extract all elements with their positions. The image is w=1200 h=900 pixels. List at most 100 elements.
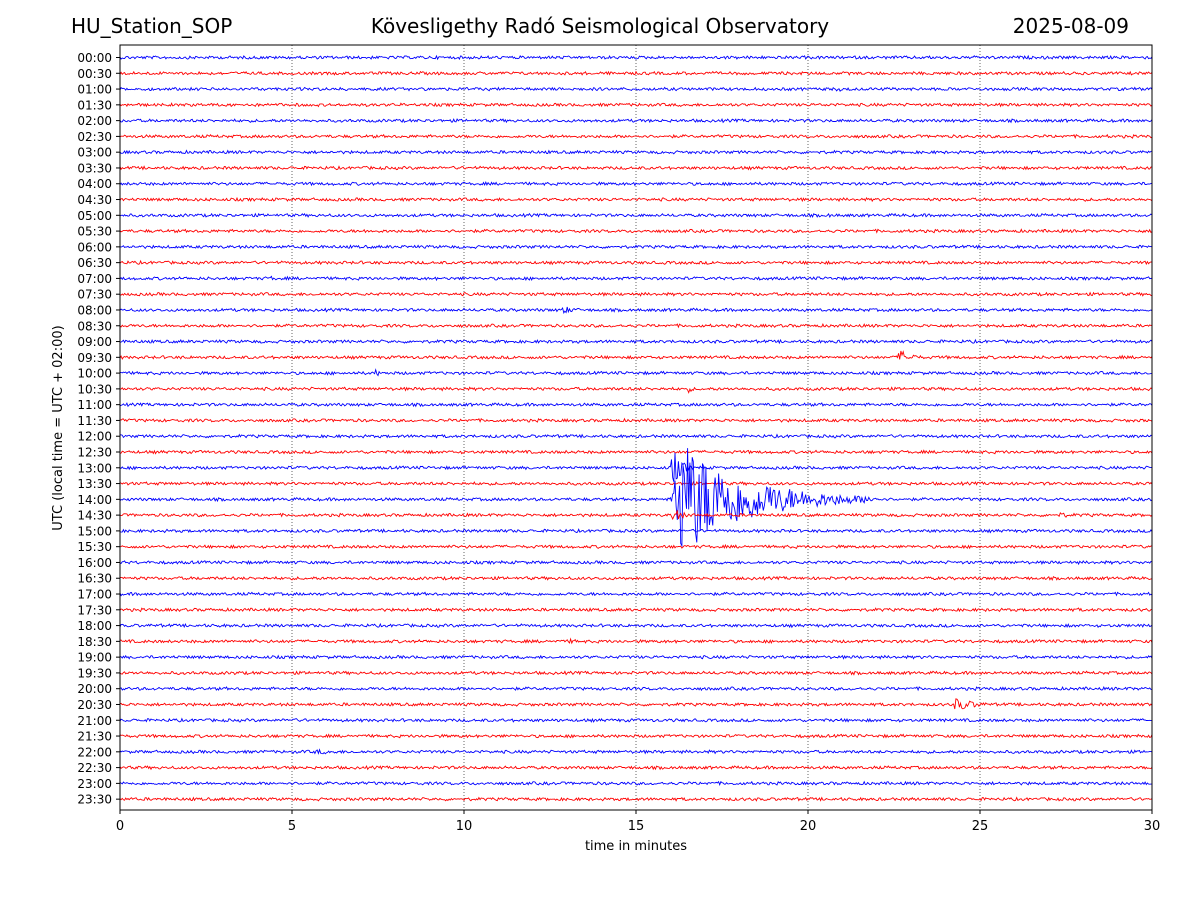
y-tick-label: 20:30 [77,698,112,712]
seismic-trace-1830 [119,637,1153,645]
seismic-trace-1700 [119,591,1153,597]
seismic-trace-1130 [119,417,1153,423]
y-tick-label: 11:30 [77,414,112,428]
y-tick-label: 10:00 [77,367,112,381]
seismic-trace-1530 [119,543,1153,550]
y-tick-label: 13:30 [77,477,112,491]
seismic-trace-0430 [119,196,1153,203]
seismic-trace-0700 [119,275,1153,282]
seismic-trace-0130 [119,102,1153,108]
observatory-title: Kövesligethy Radó Seismological Observat… [370,14,830,38]
y-tick-label: 22:00 [77,745,112,759]
y-tick-label: 18:00 [77,619,112,633]
seismic-trace-1430 [119,510,1153,521]
y-tick-label: 13:00 [77,461,112,475]
x-tick-label: 30 [1144,819,1161,834]
x-axis-label: time in minutes [585,839,687,854]
seismic-trace-0830 [119,322,1153,329]
y-tick-label: 04:30 [77,193,112,207]
y-tick-label: 07:30 [77,288,112,302]
seismic-trace-2100 [119,717,1153,723]
y-tick-label: 19:00 [77,651,112,665]
y-tick-label: 05:30 [77,225,112,239]
seismic-trace-2200 [119,748,1153,755]
seismic-trace-1400 [119,448,1153,548]
seismic-trace-2030 [119,698,1153,710]
seismic-trace-1900 [119,654,1153,660]
seismic-trace-1800 [119,622,1153,629]
y-tick-label: 18:30 [77,635,112,649]
y-tick-label: 06:00 [77,240,112,254]
seismic-trace-1000 [119,368,1152,377]
y-tick-label: 00:30 [77,67,112,81]
seismic-trace-0730 [119,291,1153,297]
y-tick-label: 04:00 [77,177,112,191]
seismic-trace-1330 [119,480,1153,487]
y-tick-label: 11:00 [77,398,112,412]
seismic-trace-0600 [119,244,1153,250]
y-tick-label: 16:00 [77,556,112,570]
y-tick-label: 17:00 [77,588,112,602]
trace-layer [119,54,1153,802]
x-axis: 0 5 10 15 20 25 30 [116,810,1160,834]
seismic-trace-1300 [119,452,1153,482]
x-tick-label: 15 [628,819,645,834]
seismic-trace-2130 [119,733,1153,739]
seismic-trace-1730 [119,607,1152,613]
seismic-trace-0630 [119,259,1152,266]
y-tick-label: 05:00 [77,209,112,223]
seismic-trace-0100 [119,86,1153,92]
seismic-trace-0800 [119,306,1153,315]
seismic-trace-1500 [119,528,1153,534]
y-tick-label: 15:30 [77,540,112,554]
seismic-trace-0400 [119,181,1153,187]
grid-layer [291,45,981,810]
seismic-trace-1200 [119,433,1153,439]
seismic-trace-2330 [119,796,1153,802]
seismic-trace-2300 [119,780,1152,786]
seismic-trace-0530 [119,228,1153,234]
y-tick-label: 14:30 [77,509,112,523]
y-tick-label: 02:00 [77,114,112,128]
y-tick-label: 20:00 [77,682,112,696]
seismic-trace-0230 [119,133,1153,139]
x-tick-label: 20 [800,819,817,834]
y-tick-label: 03:00 [77,146,112,160]
seismic-trace-0300 [119,149,1153,155]
y-tick-label: 21:00 [77,714,112,728]
y-tick-label: 09:00 [77,335,112,349]
seismic-trace-0930 [119,350,1153,360]
seismic-trace-2230 [119,765,1153,771]
x-tick-label: 10 [456,819,473,834]
seismic-trace-0500 [119,212,1153,219]
y-tick-label: 08:30 [77,319,112,333]
y-tick-label: 07:00 [77,272,112,286]
seismic-trace-0200 [119,117,1153,124]
x-tick-label: 25 [972,819,989,834]
y-tick-label: 03:30 [77,161,112,175]
seismic-trace-0330 [119,165,1153,171]
y-tick-label: 01:30 [77,98,112,112]
x-tick-label: 0 [116,819,124,834]
seismic-trace-1630 [119,575,1153,582]
x-tick-label: 5 [288,819,296,834]
y-tick-label: 06:30 [77,256,112,270]
y-tick-label: 17:30 [77,603,112,617]
y-tick-label: 22:30 [77,761,112,775]
y-tick-label: 16:30 [77,572,112,586]
record-date: 2025-08-09 [1012,14,1129,38]
station-name: HU_Station_SOP [71,14,233,38]
y-axis-label: UTC (local time = UTC + 02:00) [51,325,66,530]
y-tick-label: 23:00 [77,777,112,791]
seismic-trace-1600 [119,559,1153,566]
seismic-trace-0900 [119,338,1153,345]
seismic-trace-1030 [119,386,1153,394]
y-tick-label: 10:30 [77,382,112,396]
y-tick-label: 19:30 [77,666,112,680]
seismic-trace-0000 [119,54,1153,61]
seismic-trace-1930 [119,670,1153,676]
y-tick-label: 15:00 [77,524,112,538]
seismic-trace-2000 [119,686,1153,692]
